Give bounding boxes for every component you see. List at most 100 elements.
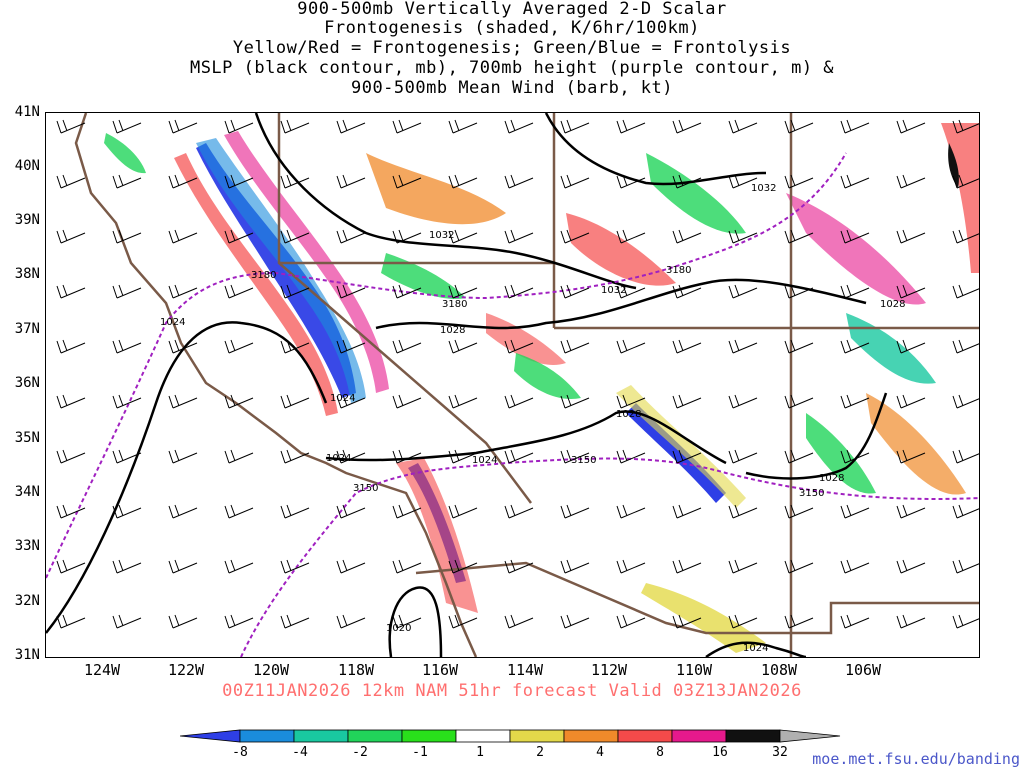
- wind-barb: [224, 229, 254, 244]
- colorbar-cell: [725, 729, 781, 743]
- frontogenesis-patch-nm: [866, 393, 966, 495]
- wind-barb: [224, 339, 254, 354]
- wind-barb: [784, 449, 814, 464]
- wind-barb: [672, 284, 702, 299]
- colorbar: [180, 729, 841, 743]
- wind-barb: [448, 119, 478, 134]
- wind-barb: [504, 174, 534, 189]
- colorbar-label-8: 8: [656, 745, 664, 760]
- lon-label-106w: 106W: [844, 661, 882, 679]
- wind-barb: [392, 174, 422, 189]
- wind-barb: [112, 559, 142, 574]
- lon-label-118w: 118W: [337, 661, 375, 679]
- wind-barb: [224, 559, 254, 574]
- wind-barb: [448, 284, 478, 299]
- wind-barb: [616, 449, 646, 464]
- wind-barb: [168, 284, 198, 299]
- wind-barb: [840, 284, 870, 299]
- wind-barb: [56, 449, 86, 464]
- wind-barb: [896, 339, 926, 354]
- frontogenesis-band-arizona: [616, 385, 746, 508]
- wind-barb: [840, 229, 870, 244]
- wind-barb: [112, 119, 142, 134]
- wind-barb: [896, 559, 926, 574]
- frontolysis-patch-nevada: [381, 253, 466, 299]
- wind-barb: [560, 174, 590, 189]
- mslp-label-1020: 1020: [386, 623, 411, 634]
- height-label-3180-c: 3180: [666, 265, 691, 276]
- wind-barb: [168, 119, 198, 134]
- lat-label-37n: 37N: [14, 321, 40, 337]
- wind-barb: [112, 229, 142, 244]
- mslp-contour-1032: [254, 113, 637, 290]
- lon-label-108w: 108W: [760, 661, 798, 679]
- wind-barb: [616, 614, 646, 629]
- frontogenesis-band-socal: [396, 458, 478, 613]
- credit-url[interactable]: moe.met.fsu.edu/banding: [812, 750, 1020, 768]
- state-borders: [74, 113, 979, 657]
- height-label-3150-a: 3150: [353, 483, 378, 494]
- lat-label-40n: 40N: [14, 158, 40, 174]
- lat-label-35n: 35N: [14, 430, 40, 446]
- wind-barb: [784, 559, 814, 574]
- wind-barb: [616, 394, 646, 409]
- wind-barb: [336, 339, 366, 354]
- frontolysis-band-sierra-edge: [196, 138, 366, 403]
- wind-barb: [784, 229, 814, 244]
- wind-barb: [112, 614, 142, 629]
- wind-barb: [952, 394, 979, 409]
- title-line-4: MSLP (black contour, mb), 700mb height (…: [189, 58, 835, 78]
- wind-barb: [840, 339, 870, 354]
- wind-barb: [448, 614, 478, 629]
- wind-barb: [336, 559, 366, 574]
- lon-label-120w: 120W: [252, 661, 290, 679]
- wind-barb: [560, 119, 590, 134]
- wind-barb: [952, 229, 979, 244]
- wind-barb: [784, 174, 814, 189]
- frontolysis-patch-nw: [104, 133, 146, 174]
- colorbar-label-neg8: -8: [232, 745, 248, 760]
- title-line-2: Frontogenesis (shaded, K/6hr/100km): [324, 18, 700, 38]
- colorbar-cell: [239, 729, 295, 743]
- mslp-contour-1024-mid: [325, 410, 727, 465]
- wind-barb: [896, 119, 926, 134]
- wind-barb: [504, 559, 534, 574]
- wind-barb: [616, 504, 646, 519]
- wind-barb: [728, 449, 758, 464]
- wind-barb: [560, 614, 590, 629]
- colorbar-label-neg2: -2: [352, 745, 368, 760]
- frontogenesis-patch-utah: [566, 213, 676, 286]
- height-contours: [46, 152, 979, 657]
- wind-barb: [112, 504, 142, 519]
- wind-barb: [224, 284, 254, 299]
- lat-label-34n: 34N: [14, 484, 40, 500]
- lon-label-124w: 124W: [83, 661, 121, 679]
- wind-barb: [392, 284, 422, 299]
- colorbar-label-16: 16: [712, 745, 728, 760]
- wind-barb: [112, 339, 142, 354]
- wind-barb: [336, 229, 366, 244]
- border-us-mexico: [415, 561, 979, 635]
- wind-barb: [784, 394, 814, 409]
- wind-barb: [336, 394, 366, 409]
- frontogenesis-patch-nv-east: [486, 313, 566, 365]
- wind-barb: [448, 229, 478, 244]
- wind-barb: [672, 119, 702, 134]
- wind-barb: [784, 119, 814, 134]
- colorbar-right-arrow: [779, 729, 841, 743]
- wind-barb: [224, 394, 254, 409]
- wind-barb: [560, 504, 590, 519]
- mslp-label-1024-e: 1024: [743, 643, 768, 654]
- height-contour-3150: [240, 457, 979, 657]
- wind-barb: [896, 229, 926, 244]
- frontogenesis-patch-southaz: [641, 583, 766, 653]
- wind-barb: [392, 229, 422, 244]
- wind-barb: [728, 119, 758, 134]
- wind-barb: [952, 284, 979, 299]
- mslp-contour-1028-east: [745, 392, 888, 480]
- frontolysis-patch-nv-east: [514, 353, 581, 399]
- mslp-contour-1024-south: [705, 641, 807, 657]
- wind-barb: [56, 504, 86, 519]
- wind-barb: [896, 174, 926, 189]
- wind-barb: [952, 339, 979, 354]
